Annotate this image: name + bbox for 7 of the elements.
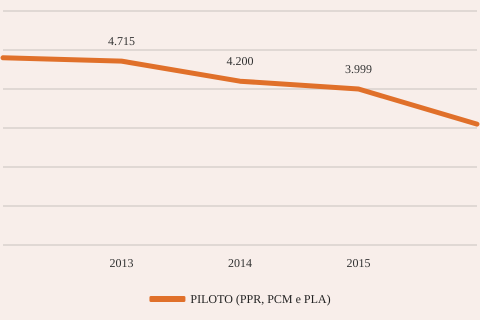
x-tick-label: 2015: [346, 256, 370, 270]
x-tick-label: 2013: [110, 256, 134, 270]
data-label: 3.999: [345, 62, 372, 76]
x-tick-label: 2014: [228, 256, 252, 270]
data-label: 4.715: [108, 34, 135, 48]
data-label: 4.200: [226, 54, 254, 68]
legend-label: PILOTO (PPR, PCM e PLA): [190, 292, 331, 306]
